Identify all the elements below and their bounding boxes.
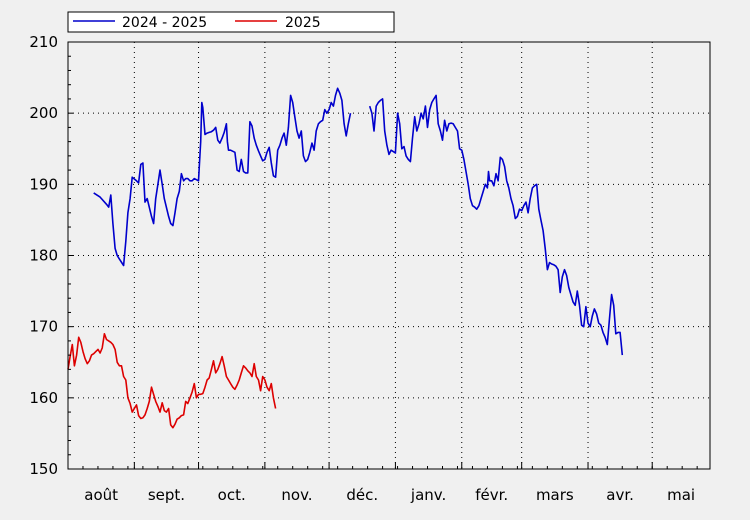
x-tick-label: janv. [410,486,446,504]
series-line-0-segment-0 [93,87,352,267]
legend-label-0: 2024 - 2025 [122,15,207,31]
legend-box [67,11,395,33]
y-tick-label: 190 [29,175,58,193]
x-tick-label: oct. [218,486,246,504]
x-tick-label: févr. [475,486,508,504]
y-tick-label: 170 [29,318,58,336]
axis-ticks: 150 160 170 180 190 200 210 août sept. oct. nov. dé… [29,33,698,504]
grid [68,42,710,469]
series-line-1-segment-0 [67,333,277,429]
x-tick-label: nov. [281,486,312,504]
y-tick-label: 210 [29,33,58,51]
x-tick-label: sept. [148,486,185,504]
legend: 2024 - 2025 2025 [67,11,395,33]
x-tick-label: déc. [346,486,378,504]
x-tick-label: mars [536,486,574,504]
y-tick-label: 180 [29,247,58,265]
y-tick-label: 200 [29,104,58,122]
y-tick-label: 160 [29,389,58,407]
legend-label-1: 2025 [285,15,321,31]
y-tick-label: 150 [29,460,58,478]
series-lines [67,87,624,429]
series-line-0-segment-1 [368,94,624,356]
x-tick-label: mai [667,486,695,504]
x-tick-label: août [84,486,118,504]
x-tick-label: avr. [606,486,634,504]
